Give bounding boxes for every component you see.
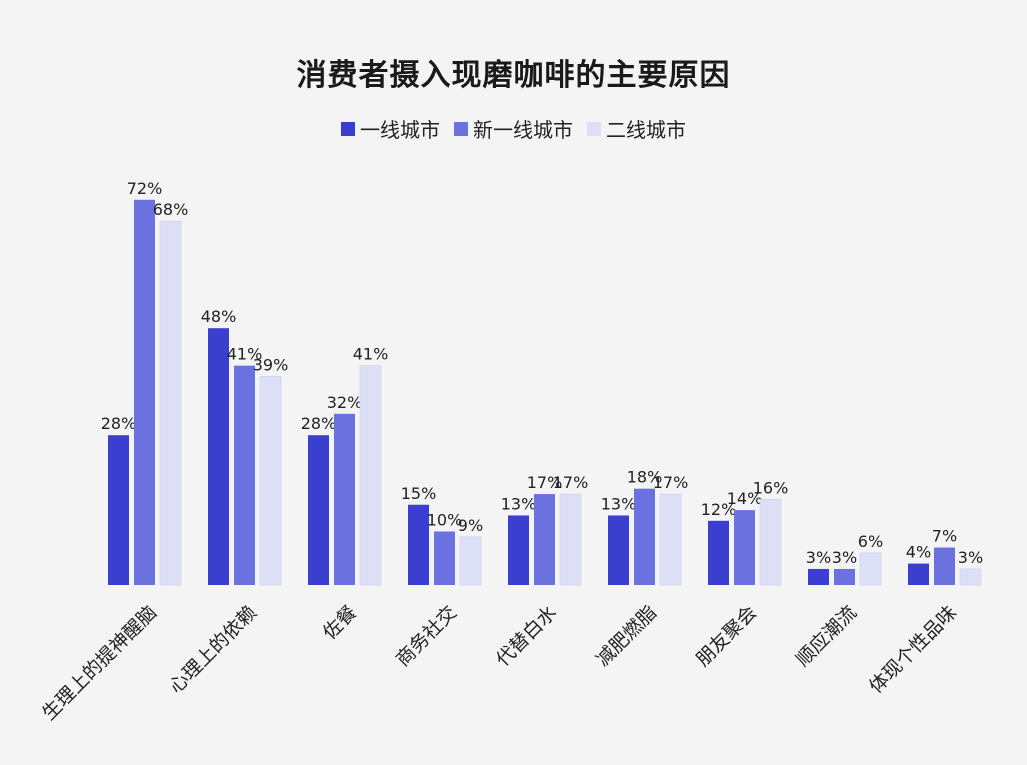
data-label: 17% (653, 473, 689, 492)
category-label: 代替白水 (492, 602, 561, 671)
data-label: 17% (527, 473, 563, 492)
bar (759, 499, 782, 586)
bar (234, 365, 255, 585)
legend-label: 二线城市 (606, 118, 686, 142)
data-label: 41% (227, 345, 263, 364)
data-label: 72% (127, 179, 163, 198)
category-label: 生理上的提神醒脑 (38, 602, 161, 725)
chart-legend: 一线城市 新一线城市 二线城市 (0, 114, 1027, 143)
bar (934, 547, 955, 585)
bar (334, 413, 355, 585)
bar (559, 493, 582, 586)
bar (259, 376, 282, 586)
data-label: 15% (401, 484, 437, 503)
data-label: 68% (153, 200, 189, 219)
bar (834, 568, 855, 585)
data-label: 9% (458, 516, 483, 535)
chart-title: 消费者摄入现磨咖啡的主要原因 (296, 58, 731, 93)
bar (159, 220, 182, 586)
data-label: 13% (601, 494, 637, 513)
legend-item: 一线城市 (341, 114, 440, 143)
bar (408, 504, 429, 585)
bar (659, 493, 682, 586)
category-label: 商务社交 (392, 602, 461, 671)
data-label: 6% (858, 532, 883, 551)
data-label: 28% (301, 414, 337, 433)
bar (308, 435, 329, 585)
bar (434, 531, 455, 585)
legend-label: 一线城市 (360, 118, 440, 142)
data-label: 48% (201, 307, 237, 326)
data-label: 3% (806, 548, 831, 567)
data-label: 4% (906, 543, 931, 562)
bar (959, 568, 982, 586)
legend-swatch (587, 121, 601, 136)
bar (359, 365, 382, 586)
bar (859, 552, 882, 586)
data-label: 32% (327, 393, 363, 412)
legend-item: 二线城市 (587, 114, 686, 143)
data-label: 10% (427, 511, 463, 530)
bar (459, 536, 482, 586)
bar (708, 520, 729, 585)
data-label: 14% (727, 489, 763, 508)
data-label: 3% (958, 548, 983, 567)
data-label: 28% (101, 414, 137, 433)
category-label: 朋友聚会 (692, 602, 761, 671)
data-label: 41% (353, 345, 389, 364)
data-label: 3% (832, 548, 857, 567)
data-label: 17% (553, 473, 589, 492)
category-label: 体现个性品味 (865, 602, 961, 698)
legend-swatch (454, 121, 468, 136)
data-label: 13% (501, 494, 537, 513)
category-label: 心理上的依赖 (165, 602, 261, 698)
bar (734, 510, 755, 585)
bar (134, 199, 155, 586)
category-label: 佐餐 (319, 602, 361, 644)
data-label: 12% (701, 500, 737, 519)
data-label: 18% (627, 468, 663, 487)
data-label: 16% (753, 478, 789, 497)
bar (608, 515, 629, 585)
bar (508, 515, 529, 585)
data-label: 39% (253, 355, 289, 374)
bar (108, 435, 129, 585)
bar (208, 328, 229, 585)
category-label: 顺应潮流 (792, 602, 861, 671)
legend-swatch (341, 121, 355, 136)
bar (634, 488, 655, 585)
bar (534, 494, 555, 585)
bar (808, 568, 829, 585)
legend-label: 新一线城市 (473, 118, 573, 142)
category-label: 减肥燃脂 (592, 602, 661, 671)
legend-item: 新一线城市 (454, 114, 573, 143)
data-label: 7% (932, 527, 957, 546)
bar (908, 563, 929, 585)
